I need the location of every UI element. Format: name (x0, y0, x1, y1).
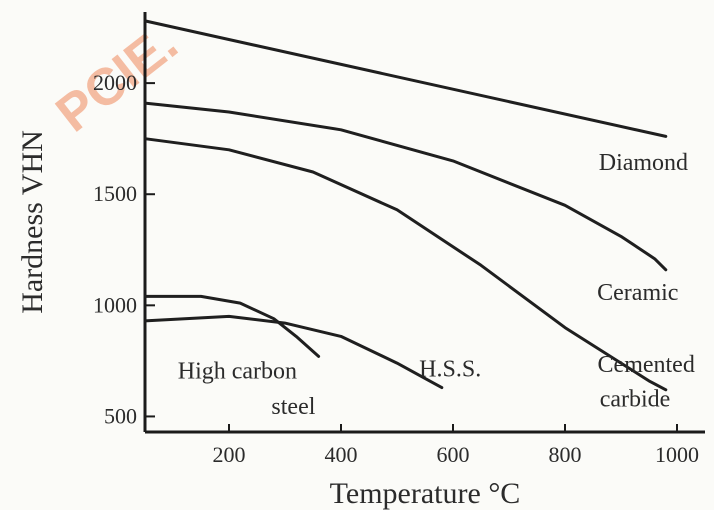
series-line-h-s-s (143, 314, 444, 390)
series-label-cemented: Cemented (598, 352, 695, 378)
series-line-cemented-carbide (143, 137, 668, 392)
y-tick-label: 1500 (93, 181, 137, 206)
y-tick-label: 1000 (93, 292, 137, 317)
y-tick-label: 2000 (93, 70, 137, 95)
y-tick-label: 500 (104, 403, 137, 428)
x-tick-label: 1000 (655, 442, 699, 467)
ticks-layer: 200 400 600 800 1000 500 1000 1500 2000 (93, 70, 699, 467)
series-label-ceramic: Ceramic (597, 280, 678, 306)
series-label-diamond: Diamond (599, 150, 688, 176)
x-tick-label: 200 (213, 442, 246, 467)
x-tick-label: 600 (437, 442, 470, 467)
series-line-ceramic (143, 101, 668, 272)
series-label-carbide: carbide (600, 386, 671, 412)
x-tick-label: 400 (325, 442, 358, 467)
series-label-h-s-s: H.S.S. (419, 356, 481, 382)
series-line-diamond (143, 19, 668, 138)
series-layer (143, 19, 668, 392)
y-axis-title: Hardness VHN (16, 130, 49, 314)
x-axis-title: Temperature °C (330, 477, 521, 510)
series-line-high-carbon-steel (143, 294, 321, 358)
series-label-high-carbon: High carbon (178, 359, 297, 385)
axes-layer (143, 12, 705, 434)
x-tick-label: 800 (549, 442, 582, 467)
series-label-steel: steel (271, 394, 315, 420)
labels-layer: Temperature °C Hardness VHN Diamond Ceramic… (16, 130, 695, 510)
